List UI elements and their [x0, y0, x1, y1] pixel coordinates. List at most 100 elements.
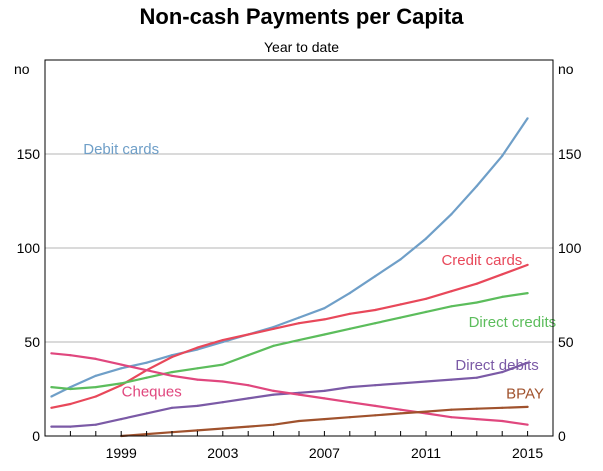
- series-label: Cheques: [122, 384, 182, 401]
- data-point: [196, 378, 199, 381]
- data-point: [196, 367, 199, 370]
- data-point: [501, 154, 504, 157]
- data-point: [170, 374, 174, 377]
- data-point: [221, 427, 224, 430]
- data-point: [69, 425, 72, 428]
- data-point: [399, 258, 402, 261]
- y-tick-label-left: 0: [32, 428, 40, 444]
- data-point: [69, 402, 72, 406]
- data-point: [50, 406, 53, 409]
- series-label: Credit cards: [441, 252, 522, 269]
- data-point: [94, 386, 97, 389]
- series-lines: [50, 117, 529, 438]
- data-point: [323, 307, 326, 310]
- y-tick-label-right: 50: [558, 334, 574, 350]
- data-point: [348, 292, 351, 295]
- data-point: [374, 275, 377, 278]
- data-point: [297, 391, 301, 394]
- y-unit-left: no: [14, 61, 30, 77]
- data-point: [475, 301, 478, 304]
- data-point: [323, 333, 326, 336]
- data-point: [450, 305, 453, 308]
- data-point: [348, 401, 351, 404]
- x-tick-label: 2003: [207, 445, 238, 461]
- data-point: [297, 419, 301, 423]
- data-point: [145, 369, 148, 372]
- data-point: [450, 213, 453, 216]
- data-point: [424, 410, 428, 413]
- data-point: [424, 297, 428, 300]
- data-point: [374, 404, 377, 407]
- data-point: [526, 292, 529, 295]
- data-point: [221, 380, 224, 383]
- data-point: [323, 318, 326, 321]
- data-point: [424, 380, 428, 383]
- data-point: [501, 406, 504, 409]
- data-point: [272, 423, 275, 426]
- series-label: Direct debits: [455, 357, 538, 374]
- x-tick-label: 1999: [106, 445, 137, 461]
- data-point: [374, 322, 377, 325]
- data-point: [272, 325, 275, 329]
- data-point: [94, 423, 97, 426]
- data-point: [120, 363, 123, 366]
- data-point: [145, 376, 148, 379]
- data-point: [120, 418, 123, 421]
- chart-title: Non-cash Payments per Capita: [140, 4, 465, 29]
- data-point: [196, 346, 199, 349]
- data-point: [196, 404, 199, 407]
- data-point: [120, 367, 123, 370]
- data-point: [297, 393, 301, 396]
- series-line-cheques: [51, 352, 528, 426]
- data-point: [450, 416, 453, 419]
- y-tick-label-right: 150: [558, 146, 582, 162]
- data-point: [221, 339, 224, 342]
- data-point: [94, 357, 97, 360]
- data-point: [399, 382, 402, 385]
- data-point: [450, 290, 453, 293]
- gridlines: [45, 153, 553, 343]
- data-point: [323, 389, 326, 392]
- data-point: [94, 374, 97, 377]
- data-point: [374, 414, 377, 417]
- data-point: [323, 397, 326, 400]
- data-point: [170, 355, 174, 359]
- data-point: [247, 397, 250, 400]
- data-point: [374, 384, 377, 387]
- data-point: [247, 354, 250, 357]
- data-point: [424, 310, 428, 313]
- data-point: [526, 423, 529, 426]
- data-point: [399, 412, 402, 415]
- data-point: [475, 407, 478, 410]
- y-tick-label-left: 50: [24, 334, 40, 350]
- data-point: [221, 363, 224, 366]
- x-tick-label: 2011: [411, 445, 441, 461]
- data-point: [50, 425, 53, 428]
- x-tick-label: 2007: [309, 445, 340, 461]
- data-point: [297, 339, 301, 342]
- data-point: [247, 384, 250, 387]
- data-point: [348, 327, 351, 330]
- data-point: [69, 354, 72, 357]
- data-point: [424, 412, 428, 415]
- data-point: [399, 316, 402, 319]
- data-point: [450, 378, 453, 381]
- data-point: [526, 405, 529, 408]
- series-labels: Debit cards Credit cards Direct credits Dir…: [83, 141, 556, 402]
- data-point: [475, 418, 478, 421]
- y-unit-right: no: [558, 61, 574, 77]
- data-point: [475, 376, 478, 379]
- data-point: [374, 308, 377, 312]
- data-point: [69, 387, 72, 391]
- y-tick-label-left: 150: [17, 146, 41, 162]
- data-point: [145, 412, 148, 415]
- data-point: [348, 416, 351, 419]
- data-point: [196, 429, 199, 432]
- data-point: [526, 263, 529, 266]
- data-point: [475, 282, 478, 285]
- data-point: [526, 117, 529, 120]
- data-point: [272, 344, 275, 347]
- y-tick-label-right: 100: [558, 240, 582, 256]
- y-tick-label-left: 100: [17, 240, 41, 256]
- data-point: [526, 361, 529, 364]
